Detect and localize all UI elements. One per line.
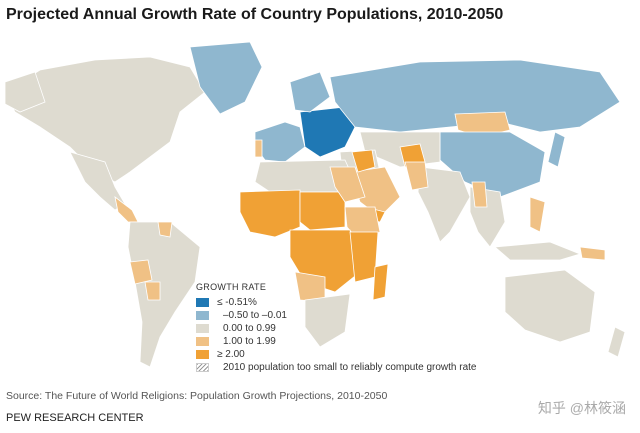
region-pakistan (404, 161, 429, 191)
legend-swatch-hatched (196, 362, 209, 372)
world-map (4, 41, 626, 368)
region-india (417, 166, 471, 243)
region-west-africa (239, 189, 301, 238)
region-central-america (114, 196, 139, 223)
legend-title: GROWTH RATE (196, 282, 267, 292)
region-indonesia (494, 241, 582, 261)
region-scandinavia (289, 71, 331, 113)
region-egypt-sudan (329, 166, 366, 203)
region-iraq-syria (351, 149, 376, 173)
watermark: 知乎 @林筱涵 (537, 400, 626, 416)
map-title: Projected Annual Growth Rate of Country … (6, 6, 504, 23)
legend-swatch (196, 310, 209, 320)
legend-item: ≥ 2.00 (196, 348, 476, 360)
region-paraguay (144, 281, 161, 301)
region-papua-new-guinea (579, 246, 606, 261)
source-note: Source: The Future of World Religions: P… (6, 390, 388, 402)
legend-item: 2010 population too small to reliably co… (196, 361, 476, 373)
region-alaska (4, 71, 46, 113)
region-guyana (157, 221, 173, 238)
legend-label: 2010 population too small to reliably co… (223, 361, 477, 373)
region-new-zealand (607, 326, 626, 358)
region-myanmar (471, 181, 488, 208)
region-east-africa (349, 231, 379, 283)
region-southern-africa (304, 293, 351, 348)
legend-item: 0.00 to 0.99 (196, 322, 476, 334)
legend-swatch (196, 297, 209, 307)
region-philippines (529, 196, 546, 233)
region-south-america (127, 221, 201, 368)
legend-swatch (196, 336, 209, 346)
legend-swatch (196, 323, 209, 333)
legend-item: ≤ -0.51% (196, 296, 476, 308)
legend-label: 0.00 to 0.99 (223, 322, 276, 334)
region-madagascar (372, 263, 389, 301)
organization-name: PEW RESEARCH CENTER (6, 412, 144, 424)
region-greenland (189, 41, 263, 115)
legend-label: ≥ 2.00 (217, 348, 245, 360)
region-sahel (299, 191, 346, 231)
region-portugal (254, 139, 263, 158)
region-europe-west (254, 121, 306, 163)
region-bolivia (129, 259, 153, 285)
legend-label: –0.50 to –0.01 (223, 309, 287, 321)
legend-label: ≤ -0.51% (217, 296, 257, 308)
region-china (439, 131, 546, 198)
legend-swatch (196, 349, 209, 359)
legend-label: 1.00 to 1.99 (223, 335, 276, 347)
region-japan (547, 131, 566, 168)
region-north-america (4, 56, 206, 183)
legend: GROWTH RATE ≤ -0.51% –0.50 to –0.01 0.00… (196, 282, 476, 374)
legend-item: 1.00 to 1.99 (196, 335, 476, 347)
region-russia (329, 59, 621, 133)
legend-item: –0.50 to –0.01 (196, 309, 476, 321)
region-australia (504, 269, 596, 343)
